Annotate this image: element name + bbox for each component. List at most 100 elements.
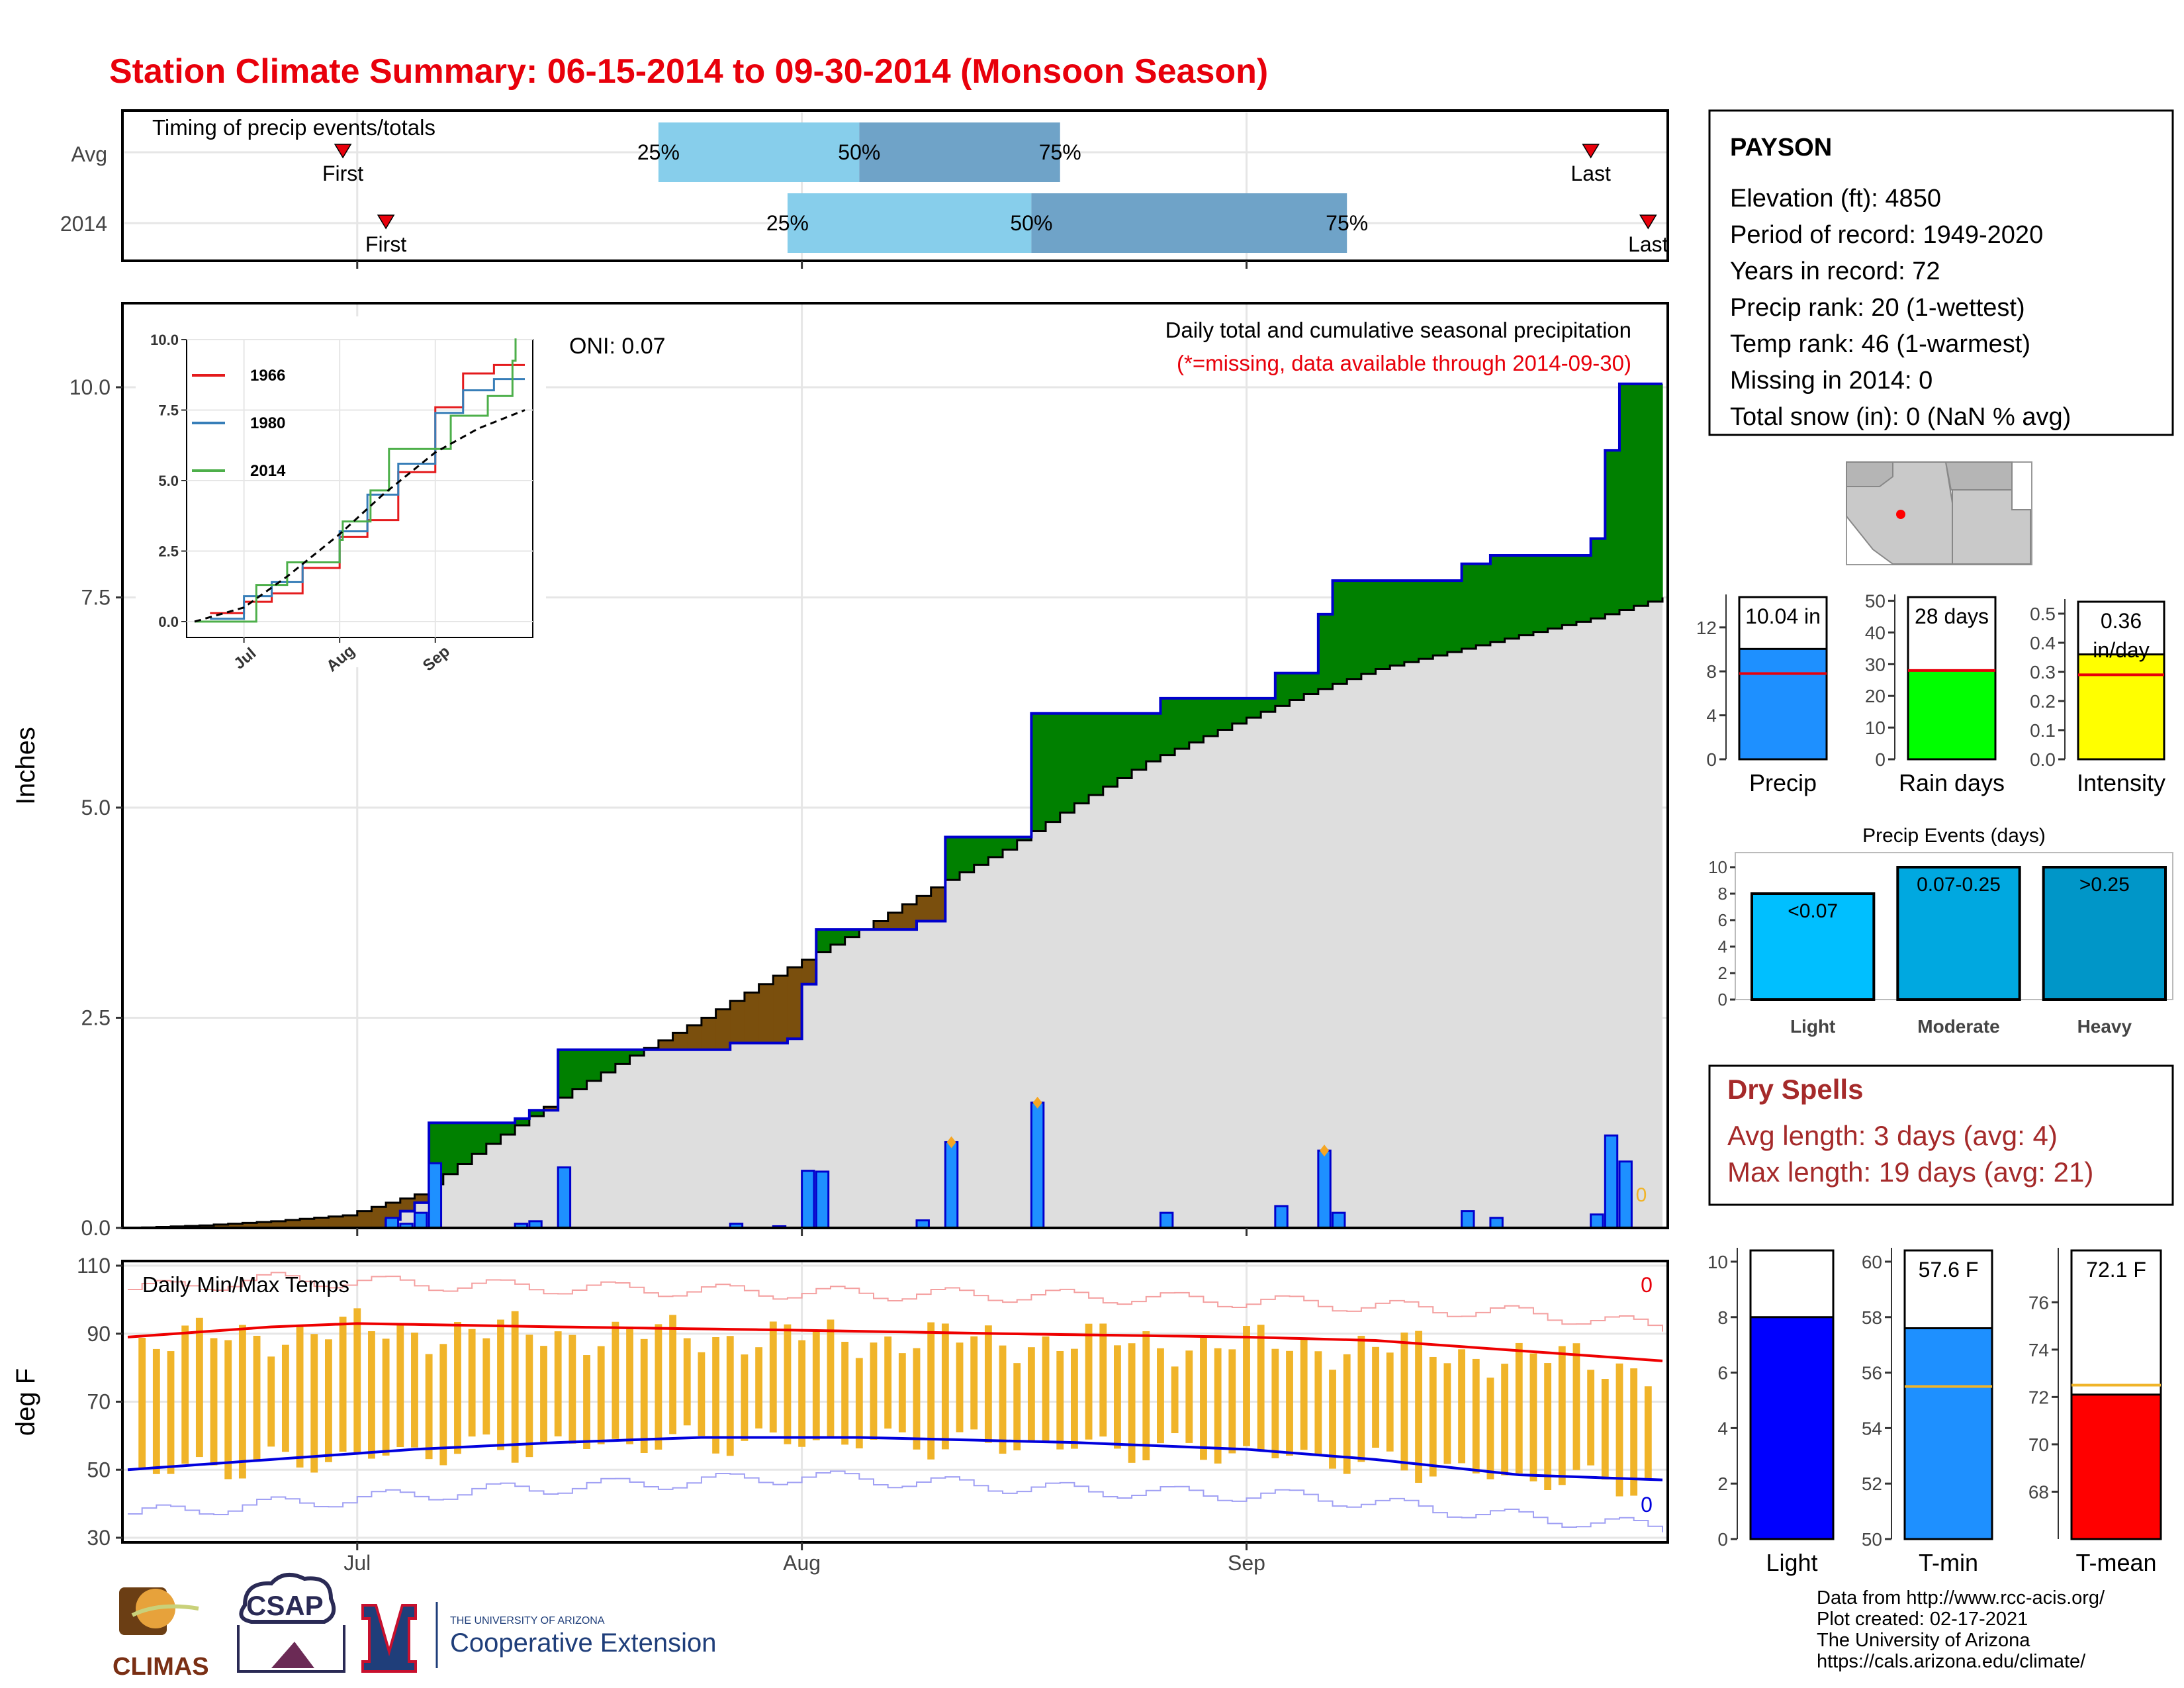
daily-temp-range-bar <box>181 1325 189 1464</box>
daily-precip-bar <box>1030 1102 1045 1229</box>
daily-temp-range-bar <box>1142 1331 1150 1461</box>
daily-precip-bar <box>557 1166 572 1229</box>
last-event-marker <box>1582 144 1600 159</box>
daily-temp-range-bar <box>1486 1378 1494 1479</box>
quartile-bar-upper <box>1031 193 1347 253</box>
climas-logo: CLIMAS <box>113 1587 209 1681</box>
temp-min-missing: 0 <box>1641 1493 1653 1517</box>
daily-temp-range-bar <box>1271 1348 1279 1459</box>
y-tick-label: 54 <box>1862 1418 1882 1438</box>
y-tick-label: 30 <box>1865 654 1886 675</box>
daily-temp-range-bar <box>655 1324 662 1450</box>
y-tick-label: 40 <box>1865 622 1886 643</box>
daily-temp-range-bar <box>1443 1363 1451 1464</box>
above-average-fill <box>816 929 831 953</box>
value-bar <box>1903 1327 1993 1540</box>
daily-temp-range-bar <box>612 1321 619 1439</box>
daily-temp-range-bar <box>1286 1350 1293 1456</box>
timing-row-2014-label: 2014 <box>60 212 107 236</box>
x-tick-label: Sep <box>1228 1551 1265 1575</box>
footer-line: The University of Arizona <box>1817 1630 2030 1651</box>
daily-temp-range-bar <box>425 1354 433 1460</box>
quartile-bar-lower <box>787 193 1032 253</box>
daily-temp-range-bar <box>1114 1345 1121 1449</box>
above-average-fill <box>443 1123 459 1174</box>
quartile-label-75: 75% <box>1326 211 1368 235</box>
record-day-marker <box>1320 1145 1330 1157</box>
y-tick-label: 6 <box>1717 1363 1728 1383</box>
above-average-fill <box>1289 673 1304 700</box>
y-tick-label: 4 <box>1706 706 1717 726</box>
daily-temp-range-bar <box>525 1335 533 1458</box>
dry-spells-box: Dry Spells Avg length: 3 days (avg: 4) M… <box>1708 1064 2174 1206</box>
observed-cumulative-line <box>128 382 1662 1229</box>
daily-temp-range-bar <box>454 1322 461 1454</box>
y-tick-label: 58 <box>1862 1307 1882 1328</box>
quartile-label-50: 50% <box>1010 211 1052 235</box>
below-average-fill <box>371 1207 387 1228</box>
daily-temp-range-bar <box>1343 1354 1351 1474</box>
daily-temp-range-bar <box>999 1345 1007 1454</box>
y-tick-label: 0.3 <box>2030 662 2056 682</box>
station-name: PAYSON <box>1730 134 1832 162</box>
daily-temp-range-bar <box>281 1344 289 1452</box>
y-tick-label: 56 <box>1862 1363 1882 1383</box>
below-average-fill <box>917 896 932 921</box>
daily-temp-range-bar <box>353 1308 361 1454</box>
daily-temp-range-bar <box>1329 1370 1336 1469</box>
y-tick-label: 2 <box>1717 1474 1728 1494</box>
above-average-fill <box>1203 698 1218 737</box>
above-average-fill <box>472 1123 487 1154</box>
y-tick-label: 70 <box>2028 1434 2049 1455</box>
above-average-fill <box>1246 698 1261 718</box>
daily-temp-range-bar <box>310 1334 318 1473</box>
above-average-fill <box>1261 698 1276 712</box>
above-average-fill <box>457 1123 473 1164</box>
y-tick-label: 72 <box>2028 1387 2049 1407</box>
above-average-fill <box>1390 581 1405 666</box>
y-tick-label: 0 <box>1717 1529 1728 1550</box>
y-tick-label: 10 <box>1707 1252 1728 1272</box>
value-label: 72.1 F <box>2086 1258 2146 1282</box>
above-average-fill <box>1433 581 1448 656</box>
precip-panel: 0.0 2.5 5.0 7.5 10.0 Inches Daily total and … <box>11 302 1669 1240</box>
inset-y-tick-label: 5.0 <box>158 473 179 489</box>
mini-chart-precip-events: Precip Events (days) 0 2 4 6 8 10 <0.07 Light 0.0… <box>1708 825 2173 1037</box>
below-average-fill <box>314 1217 330 1228</box>
above-average-fill <box>1160 698 1175 755</box>
first-event-marker <box>377 214 395 230</box>
first-label: First <box>322 162 363 185</box>
above-average-fill <box>586 1049 602 1081</box>
daily-precip-bar <box>1604 1134 1619 1229</box>
y-tick-label: 0.0 <box>2030 749 2056 770</box>
event-bar-label: >0.25 <box>2079 874 2130 896</box>
below-average-fill <box>658 1040 674 1050</box>
above-average-fill <box>1046 713 1061 822</box>
y-tick-label: 74 <box>2028 1340 2049 1360</box>
daily-precip-bar <box>1159 1211 1174 1229</box>
value-label-unit: in/day <box>2093 638 2149 662</box>
station-line: Period of record: 1949-2020 <box>1730 221 2043 249</box>
below-average-fill <box>214 1224 229 1228</box>
coop-small-text: THE UNIVERSITY OF ARIZONA <box>450 1615 605 1626</box>
above-average-fill <box>629 1049 645 1056</box>
below-average-fill <box>414 1194 430 1203</box>
daily-temp-range-bar <box>669 1315 676 1434</box>
daily-temp-range-bar <box>1544 1363 1552 1490</box>
value-label: 57.6 F <box>1919 1258 1979 1282</box>
daily-temp-range-bar <box>1587 1370 1595 1466</box>
y-tick-label: 52 <box>1862 1474 1882 1494</box>
below-average-fill <box>801 959 817 984</box>
above-average-fill <box>1017 837 1032 841</box>
daily-temp-range-bar <box>755 1347 763 1429</box>
below-average-fill <box>328 1216 343 1228</box>
daily-temp-range-bar <box>855 1358 863 1449</box>
y-tick-label: 76 <box>2028 1292 2049 1313</box>
below-average-fill <box>887 912 903 930</box>
daily-temp-range-bar <box>1429 1356 1437 1477</box>
category-label: T-min <box>1919 1549 1978 1576</box>
footer-line: https://cals.arizona.edu/climate/ <box>1817 1651 2086 1672</box>
category-label: T-mean <box>2075 1549 2156 1576</box>
daily-temp-range-bar <box>683 1338 691 1426</box>
